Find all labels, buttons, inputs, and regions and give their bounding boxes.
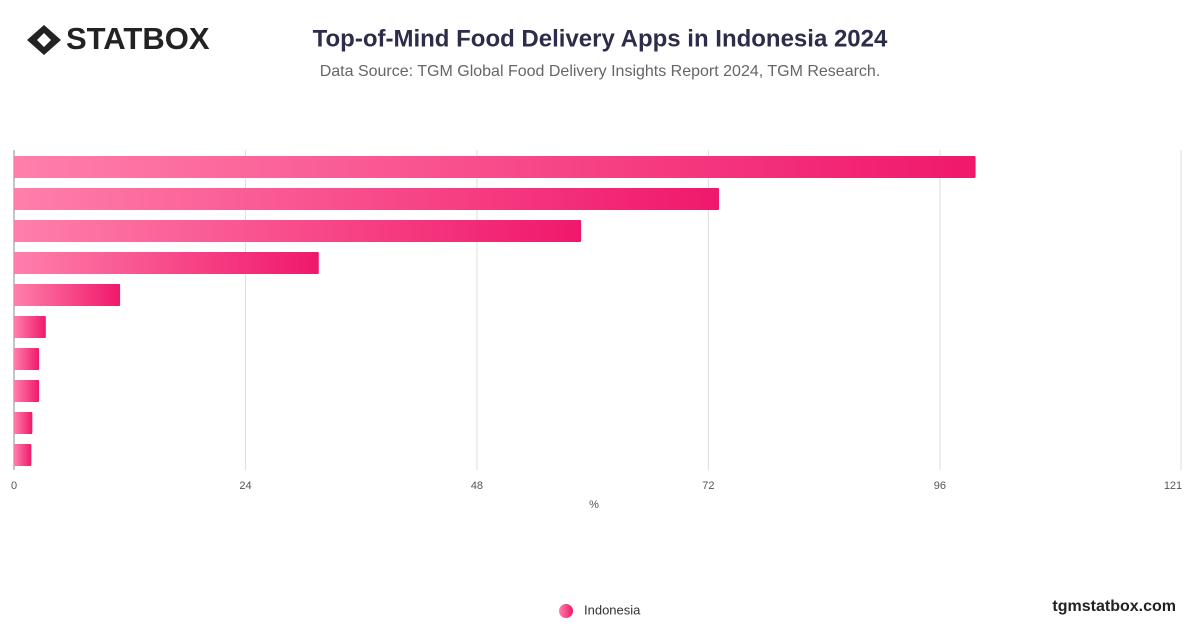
bar: [14, 284, 121, 306]
bar: [14, 188, 720, 210]
x-tick-label: 0: [11, 480, 17, 492]
bar: [14, 348, 40, 370]
logo: STATBOX: [27, 21, 210, 56]
x-tick-label: 96: [934, 480, 946, 492]
bar: [14, 412, 33, 434]
legend-label: Indonesia: [584, 602, 641, 617]
website: tgmstatbox.com: [1052, 598, 1176, 615]
x-tick-label: 24: [239, 480, 251, 492]
chart-subtitle: Data Source: TGM Global Food Delivery In…: [320, 63, 881, 80]
bar: [14, 220, 582, 242]
bar: [14, 380, 40, 402]
chart-title: Top-of-Mind Food Delivery Apps in Indone…: [313, 25, 888, 52]
logo-icon: [27, 25, 61, 55]
bar: [14, 252, 319, 274]
bar: [14, 444, 32, 466]
x-tick-label: 72: [702, 480, 714, 492]
x-axis-label: %: [589, 499, 599, 511]
x-tick-label: 121: [1164, 480, 1182, 492]
legend-marker: [559, 604, 573, 618]
bar: [14, 316, 46, 338]
bar: [14, 156, 976, 178]
logo-text: STATBOX: [66, 21, 210, 56]
x-tick-label: 48: [471, 480, 483, 492]
